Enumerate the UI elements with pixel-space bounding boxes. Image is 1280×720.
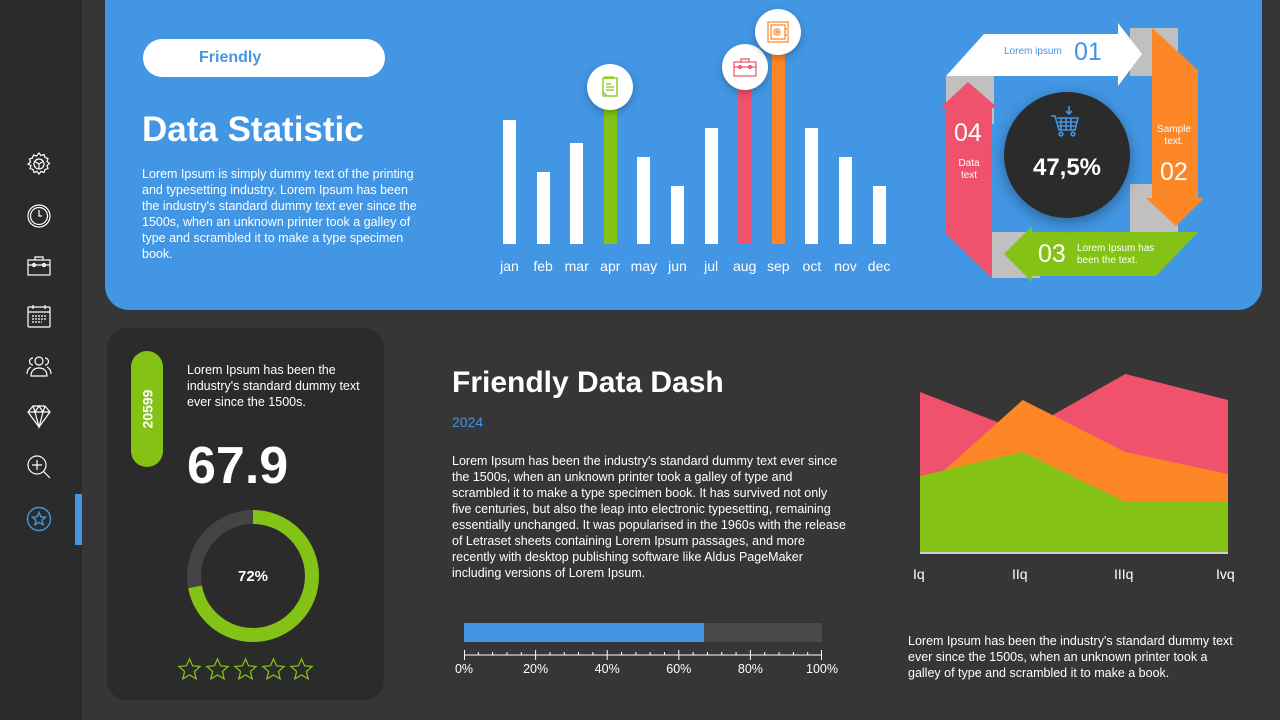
bar-label-aug: aug [733, 258, 757, 274]
shopping-cart-icon [1051, 106, 1080, 137]
bar-nov [839, 157, 852, 244]
bar-label-jul: jul [704, 258, 719, 274]
card-description: Lorem Ipsum has been the industry's stan… [187, 363, 360, 409]
progress-tick-label: 100% [806, 662, 838, 676]
diamond-icon [27, 404, 51, 429]
toolbox-icon [27, 256, 51, 276]
bar-mar [570, 143, 584, 244]
bar-label-may: may [630, 258, 658, 274]
badge-pill: 20599 [131, 351, 163, 467]
star-icon[interactable] [261, 657, 286, 682]
bar-may [637, 157, 651, 244]
area-x-label: Iq [913, 566, 925, 582]
step-02-number: 02 [1160, 158, 1188, 186]
page-title: Data Statistic [142, 110, 364, 149]
step-01-text: Lorem ipsum [1004, 46, 1062, 57]
header-description: Lorem Ipsum is simply dummy text of the … [142, 167, 417, 261]
progress-scale-labels: 0% 20% 40% 60% 80% 100% [444, 662, 842, 678]
star-icon[interactable] [233, 657, 258, 682]
center-stat-circle: 47,5% [1004, 92, 1130, 218]
friendly-pill-button[interactable]: Friendly [143, 39, 385, 77]
stat-card: 20599 Lorem Ipsum has been the industry'… [107, 328, 384, 700]
progress-tick-label: 80% [737, 662, 763, 676]
sidebar-item-users[interactable] [26, 353, 52, 379]
progress-tick-label: 20% [523, 662, 549, 676]
progress-tick-label: 0% [454, 662, 474, 676]
briefcase-bubble [721, 44, 768, 90]
cycle-diagram: Lorem ipsum 01 Sample text. 02 03 Lorem … [940, 20, 1210, 290]
bar-label-nov: nov [834, 258, 857, 274]
bar-label-oct: oct [802, 258, 822, 274]
area-x-label: IIIq [1114, 566, 1134, 582]
star-icon[interactable] [205, 657, 230, 682]
progress-scale [464, 650, 822, 660]
badge-value: 20599 [139, 389, 155, 429]
bar-label-dec: dec [867, 258, 891, 274]
notepad-icon [602, 76, 618, 97]
notepad-bubble [587, 64, 634, 110]
star-rating[interactable] [177, 657, 314, 682]
sidebar [0, 0, 82, 720]
safe-bubble [755, 9, 802, 55]
bar-oct [805, 128, 819, 244]
area-series-green [920, 452, 1228, 552]
section-title: Friendly Data Dash [452, 366, 724, 399]
bar-label-apr: apr [600, 258, 621, 274]
bar-label-mar: mar [564, 258, 589, 274]
step-04-text: Data text [958, 158, 980, 181]
cycle-arrows [940, 23, 1204, 282]
bar-jun [671, 186, 684, 244]
star-icon[interactable] [177, 657, 202, 682]
bar-apr [603, 94, 617, 244]
sidebar-item-clock[interactable] [26, 203, 52, 229]
calendar-icon [27, 305, 51, 328]
big-number: 67.9 [187, 437, 289, 495]
progress-fill [464, 623, 704, 642]
active-nav-indicator [75, 494, 82, 545]
bar-jan [503, 120, 516, 244]
bar-label-jun: jun [668, 258, 687, 274]
briefcase-icon [733, 58, 757, 77]
bar-aug [738, 74, 752, 244]
zoom-in-icon [27, 455, 51, 479]
bar-sep [771, 39, 785, 244]
section-description: Lorem Ipsum has been the industry's stan… [452, 454, 847, 580]
sidebar-item-calendar[interactable] [26, 303, 52, 329]
bar-label-sep: sep [767, 258, 790, 274]
bar-label-feb: feb [533, 258, 553, 274]
progress-bar [464, 623, 822, 642]
step-04-number: 04 [954, 119, 982, 147]
progress-tick-label: 40% [594, 662, 620, 676]
sidebar-item-zoom[interactable] [26, 454, 52, 480]
sidebar-item-toolbox[interactable] [26, 253, 52, 279]
bar-feb [536, 172, 550, 244]
step-02-text: Sample text. [1157, 124, 1191, 147]
center-percentage: 47,5% [1032, 154, 1102, 181]
step-03-number: 03 [1038, 240, 1066, 268]
gear-icon [26, 152, 51, 175]
bar-dec [872, 186, 886, 244]
donut-percentage: 72% [237, 568, 269, 585]
quarterly-area-chart [920, 374, 1228, 554]
clock-icon [27, 204, 51, 228]
area-x-label: IIq [1012, 566, 1028, 582]
area-chart-description: Lorem Ipsum has been the industry's stan… [908, 634, 1233, 680]
sidebar-item-favorites[interactable] [26, 506, 52, 532]
monthly-bar-chart: jan feb mar apr may jun jul aug sep oct nov dec [500, 9, 900, 280]
section-year: 2024 [452, 414, 484, 430]
safe-icon [767, 21, 789, 43]
area-x-label: Ivq [1216, 566, 1235, 582]
donut-chart [187, 510, 319, 642]
bar-jul [704, 128, 718, 244]
star-icon[interactable] [289, 657, 314, 682]
step-01-number: 01 [1074, 38, 1102, 66]
sidebar-item-settings[interactable] [26, 151, 52, 177]
sidebar-item-diamond[interactable] [26, 403, 52, 429]
progress-tick-label: 60% [666, 662, 692, 676]
bar-label-jan: jan [500, 258, 519, 274]
star-circle-icon [26, 506, 52, 532]
step-03-text: Lorem Ipsum has been the text. [1077, 243, 1155, 266]
users-icon [26, 356, 52, 377]
